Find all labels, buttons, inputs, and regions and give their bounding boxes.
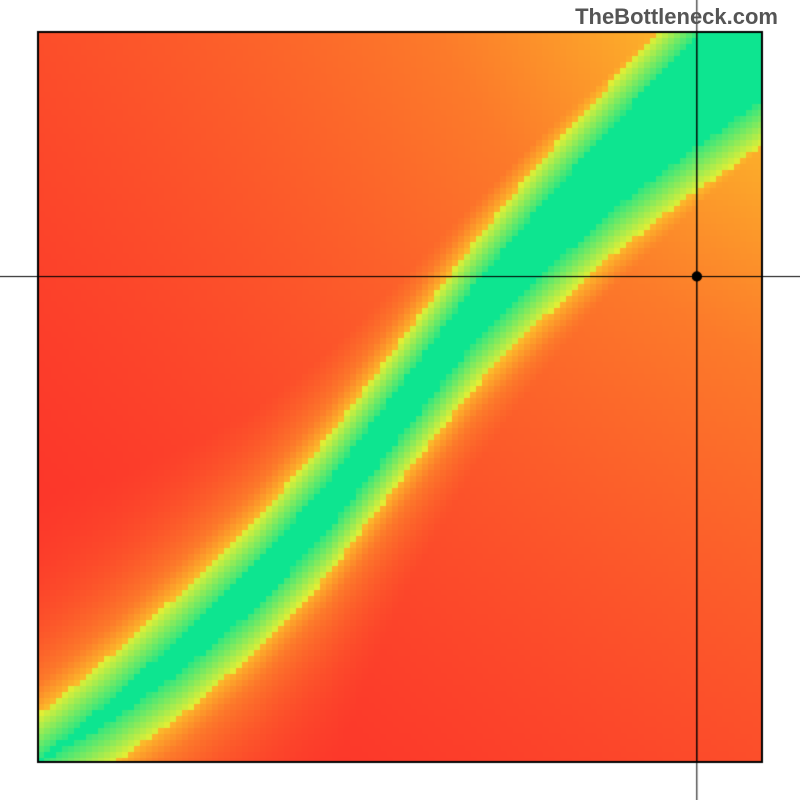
watermark-text: TheBottleneck.com	[575, 4, 778, 30]
chart-root: TheBottleneck.com	[0, 0, 800, 800]
heatmap-canvas	[0, 0, 800, 800]
